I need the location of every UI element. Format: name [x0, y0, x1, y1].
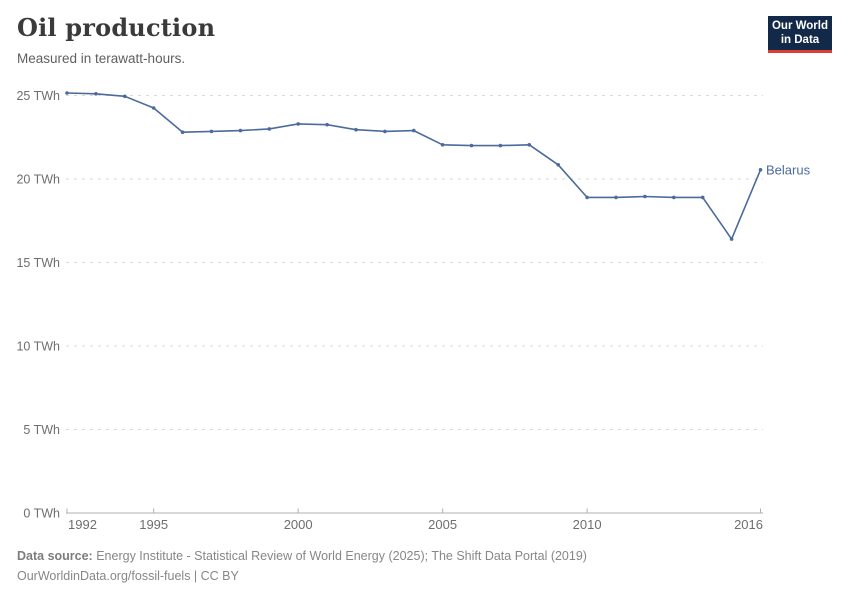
- data-point: [209, 129, 214, 134]
- data-source-label: Data source:: [17, 549, 93, 563]
- series-end-label: Belarus: [766, 162, 811, 177]
- y-tick-label: 10 TWh: [16, 340, 60, 354]
- y-tick-label: 5 TWh: [23, 423, 60, 437]
- data-point: [758, 168, 763, 172]
- x-tick-label: 2000: [284, 517, 313, 532]
- data-point: [325, 122, 329, 127]
- data-point: [238, 128, 243, 133]
- x-tick-label: 2016: [734, 517, 763, 532]
- data-point: [729, 237, 734, 241]
- data-source-line: Data source: Energy Institute - Statisti…: [17, 546, 587, 566]
- chart-subtitle: Measured in terawatt-hours.: [17, 51, 186, 66]
- data-point: [672, 195, 676, 200]
- data-point: [123, 94, 127, 99]
- chart-header: Oil production Measured in terawatt-hour…: [17, 13, 215, 66]
- page-title: Oil production: [17, 13, 216, 42]
- data-point: [700, 195, 705, 200]
- x-tick-label: 1992: [68, 517, 97, 532]
- data-point: [614, 195, 618, 200]
- owid-logo-line1: Our World: [771, 20, 828, 32]
- owid-logo-line2: in Data: [780, 33, 820, 46]
- data-point: [643, 194, 647, 199]
- footer-license: CC BY: [200, 569, 239, 583]
- y-tick-label: 25 TWh: [16, 89, 60, 103]
- x-tick-label: 1995: [139, 517, 168, 532]
- data-point: [180, 130, 185, 134]
- x-tick-label: 2005: [428, 517, 457, 532]
- data-point: [354, 127, 358, 132]
- y-tick-label: 0 TWh: [23, 507, 60, 521]
- owid-logo[interactable]: Our World in Data: [768, 16, 832, 53]
- data-point: [267, 127, 272, 131]
- data-point: [527, 143, 532, 147]
- data-source-text: Energy Institute - Statistical Review of…: [96, 549, 587, 563]
- data-point: [65, 91, 69, 95]
- y-tick-label: 15 TWh: [16, 256, 60, 270]
- data-line-belarus: [66, 92, 762, 240]
- data-point: [585, 195, 589, 200]
- data-point: [94, 92, 98, 96]
- data-point: [469, 143, 474, 148]
- data-point: [412, 128, 416, 133]
- citation-line: OurWorldinData.org/fossil-fuels | CC BY: [17, 566, 587, 586]
- data-point: [383, 129, 387, 134]
- data-point: [440, 143, 445, 147]
- footer-url[interactable]: OurWorldinData.org/fossil-fuels: [17, 569, 191, 583]
- data-point: [498, 143, 503, 148]
- data-point: [151, 106, 156, 110]
- data-point: [296, 122, 301, 126]
- footer-separator: |: [190, 569, 201, 583]
- data-point: [556, 163, 560, 167]
- x-tick-label: 2010: [573, 517, 602, 532]
- chart-footer: Data source: Energy Institute - Statisti…: [17, 546, 587, 586]
- y-tick-label: 20 TWh: [16, 173, 60, 187]
